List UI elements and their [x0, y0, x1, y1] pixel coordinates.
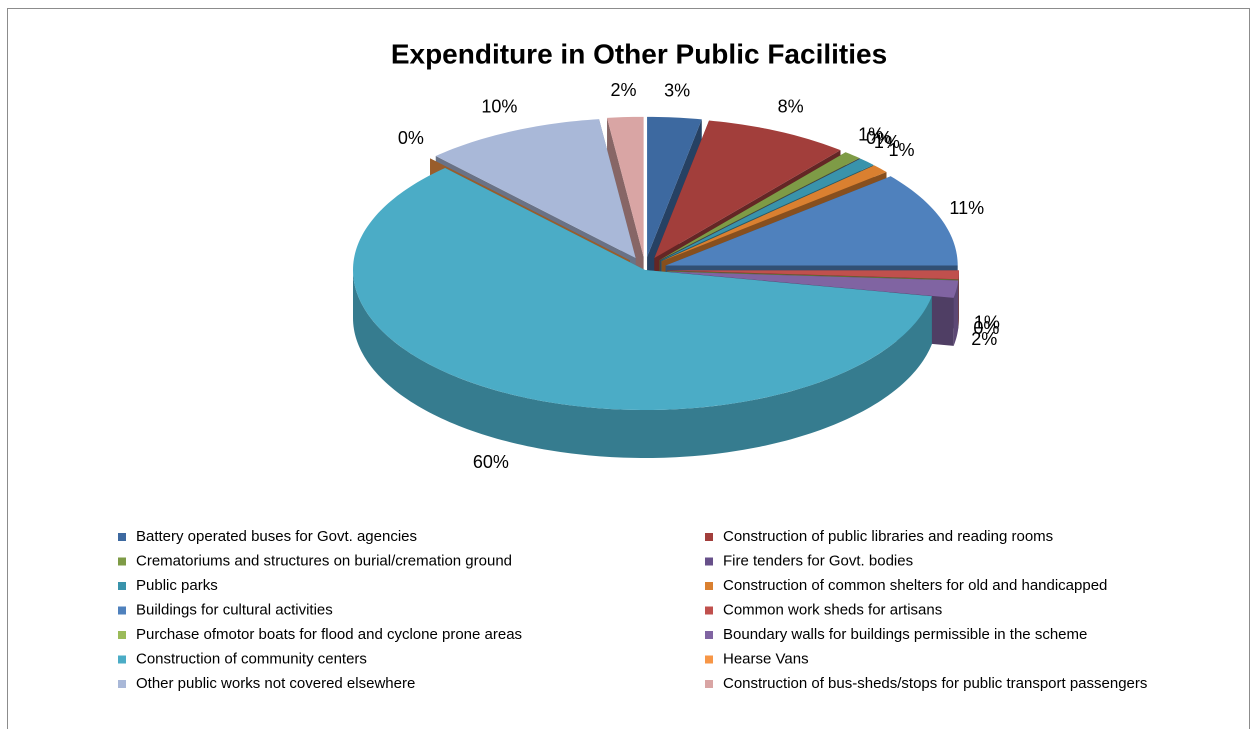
- legend-swatch: [705, 631, 713, 639]
- pie-slice: [435, 119, 636, 259]
- legend-swatch: [118, 557, 126, 566]
- pie-slice: [607, 116, 644, 257]
- data-label: 60%: [473, 452, 509, 472]
- data-label: 3%: [664, 80, 690, 100]
- pie-slice: [666, 270, 959, 280]
- legend-label: Other public works not covered elsewhere: [136, 675, 415, 692]
- pie-slice: [353, 167, 932, 410]
- legend-swatch: [118, 631, 126, 639]
- legend-swatch: [118, 582, 126, 590]
- legend-label: Crematoriums and structures on burial/cr…: [136, 552, 512, 569]
- pie-slice: [661, 165, 887, 262]
- legend-swatch: [118, 606, 126, 615]
- legend-swatch: [118, 533, 126, 541]
- legend-label: Construction of common shelters for old …: [723, 577, 1107, 594]
- data-label: 1%: [889, 140, 915, 160]
- data-label: 0%: [398, 128, 424, 148]
- data-label: 1%: [974, 312, 1000, 332]
- slice-side: [958, 270, 959, 328]
- data-label: 1%: [858, 124, 884, 144]
- legend-label: Construction of public libraries and rea…: [723, 528, 1053, 545]
- pie-slice: [666, 271, 959, 298]
- legend-swatch: [118, 655, 126, 664]
- legend-swatch: [705, 606, 713, 615]
- pie-slice: [647, 116, 702, 257]
- data-label: 1%: [874, 132, 900, 152]
- pie-slice: [660, 158, 874, 261]
- legend-label: Buildings for cultural activities: [136, 601, 333, 618]
- data-label: 8%: [778, 97, 804, 117]
- legend-swatch: [705, 533, 713, 541]
- legend-swatch: [118, 680, 126, 688]
- legend-label: Purchase ofmotor boats for flood and cyc…: [136, 626, 522, 643]
- data-label: 10%: [481, 97, 517, 117]
- legend-swatch: [705, 582, 713, 590]
- data-label: 11%: [949, 198, 984, 218]
- legend-swatch: [705, 655, 713, 664]
- pie-slice: [665, 176, 958, 266]
- legend-label: Fire tenders for Govt. bodies: [723, 552, 913, 569]
- pie-slice: [654, 120, 841, 259]
- legend-label: Boundary walls for buildings permissible…: [723, 626, 1087, 643]
- pie-slice: [659, 152, 860, 261]
- legend-swatch: [705, 557, 713, 566]
- slice-side: [353, 270, 932, 458]
- legend-label: Construction of community centers: [136, 650, 367, 667]
- data-label: 2%: [611, 80, 637, 100]
- legend-label: Hearse Vans: [723, 650, 809, 667]
- data-label: 0%: [973, 318, 999, 338]
- data-label: 0%: [866, 128, 892, 148]
- legend-label: Battery operated buses for Govt. agencie…: [136, 528, 417, 545]
- data-label: 2%: [971, 329, 997, 349]
- legend-label: Common work sheds for artisans: [723, 601, 942, 618]
- chart-title: Expenditure in Other Public Facilities: [391, 38, 887, 69]
- legend-label: Construction of bus-sheds/stops for publ…: [723, 675, 1147, 692]
- slice-side: [953, 280, 959, 346]
- legend-swatch: [705, 680, 713, 688]
- legend-label: Public parks: [136, 577, 218, 594]
